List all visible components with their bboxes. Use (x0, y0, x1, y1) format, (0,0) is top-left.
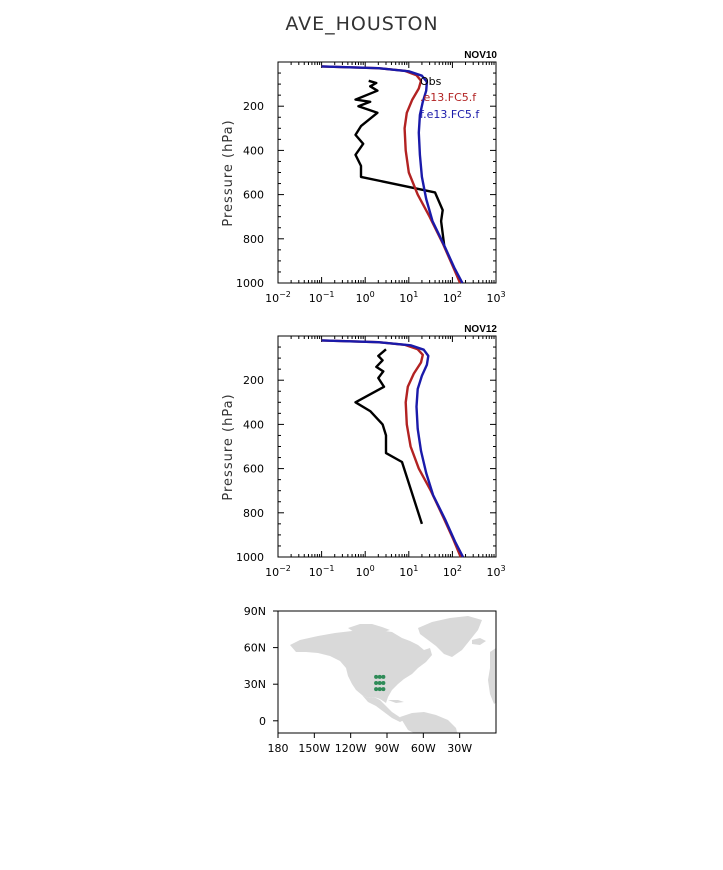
lon-tick-label: 30W (447, 742, 472, 755)
central-america-land (362, 695, 404, 722)
lon-tick-label: 90W (375, 742, 400, 755)
y-tick-label: 400 (243, 144, 264, 157)
x-tick-label: 10−1 (309, 564, 335, 579)
y-axis-label-nov10: Pressure (hPa) (221, 119, 236, 226)
lon-tick-label: 60W (411, 742, 436, 755)
cuba-land (388, 700, 404, 703)
lat-tick-label: 90N (244, 605, 266, 618)
x-tick-label: 10−1 (309, 290, 335, 305)
y-tick-label: 1000 (236, 277, 264, 290)
lat-tick-label: 30N (244, 678, 266, 691)
y-tick-label: 200 (243, 374, 264, 387)
legend-f-e13: f.e13.FC5.f (420, 108, 480, 121)
north-america-land (290, 630, 432, 703)
x-tick-label: 102 (443, 564, 462, 579)
series-nov12 (321, 339, 465, 558)
site-map-panel: 180 150W 120W 90W 60W 30W 90N 60N 30N 0 (244, 605, 497, 755)
site-marker (381, 687, 386, 692)
site-marker (381, 674, 386, 679)
map-sites (374, 674, 386, 692)
x-tick-label: 103 (486, 564, 505, 579)
y-tick-label: 600 (243, 189, 264, 202)
lon-tick-label: 180 (268, 742, 289, 755)
south-america-land (400, 712, 458, 733)
iceland-land (472, 638, 486, 645)
x-tick-label: 100 (356, 290, 375, 305)
x-tick-label: 103 (486, 290, 505, 305)
legend-obs: Obs (420, 75, 442, 88)
x-tick-label: 101 (399, 564, 418, 579)
arctic-islands-land (348, 624, 390, 633)
series-line-f-e13-fc5-f (321, 339, 465, 558)
x-tick-label: 100 (356, 564, 375, 579)
site-marker (377, 680, 382, 685)
land-masses (290, 616, 496, 733)
x-tick-label: 10−2 (265, 564, 291, 579)
lon-tick-label: 150W (298, 742, 330, 755)
lat-tick-label: 60N (244, 642, 266, 655)
lat-tick-label: 0 (259, 715, 266, 728)
series-line-obs (354, 79, 446, 246)
site-marker (377, 674, 382, 679)
y-tick-label: 800 (243, 507, 264, 520)
y-axis-label-nov12: Pressure (hPa) (221, 393, 236, 500)
site-marker (377, 687, 382, 692)
ticks-nov12: 10−2 10−1 100 101 102 103 200 400 600 800 1000 (236, 335, 506, 579)
panel-tag-nov10: NOV10 (464, 50, 497, 61)
site-marker (374, 674, 379, 679)
y-tick-label: 600 (243, 463, 264, 476)
eastern-edge-land (488, 648, 496, 704)
site-marker (381, 680, 386, 685)
site-marker (374, 687, 379, 692)
profile-panel-nov10: NOV10 Pressure (hPa) 10−2 10−1 100 101 102 10… (221, 50, 506, 305)
profile-panel-nov12: NOV12 Pressure (hPa) 10−2 10−1 100 101 102 10… (221, 324, 506, 579)
series-line-e13-fc5-f (321, 339, 462, 558)
y-tick-label: 1000 (236, 551, 264, 564)
series-line-obs (354, 348, 424, 525)
page-title: AVE_HOUSTON (285, 13, 438, 35)
y-tick-label: 400 (243, 418, 264, 431)
greenland-land (418, 616, 482, 657)
x-tick-label: 10−2 (265, 290, 291, 305)
legend-e13: .e13.FC5.f (420, 91, 477, 104)
panel-tag-nov12: NOV12 (464, 324, 497, 335)
ticks-nov10: 10−2 10−1 100 101 102 103 200 400 600 800 1000 (236, 61, 506, 305)
map-ticks: 180 150W 120W 90W 60W 30W 90N 60N 30N 0 (244, 605, 472, 755)
lon-tick-label: 120W (335, 742, 367, 755)
y-tick-label: 800 (243, 233, 264, 246)
x-tick-label: 101 (399, 290, 418, 305)
legend-nov10: Obs .e13.FC5.f f.e13.FC5.f (420, 75, 480, 121)
y-tick-label: 200 (243, 100, 264, 113)
x-tick-label: 102 (443, 290, 462, 305)
series-line-f-e13-fc5-f (321, 65, 464, 284)
series-nov10 (321, 65, 464, 284)
site-marker (374, 680, 379, 685)
